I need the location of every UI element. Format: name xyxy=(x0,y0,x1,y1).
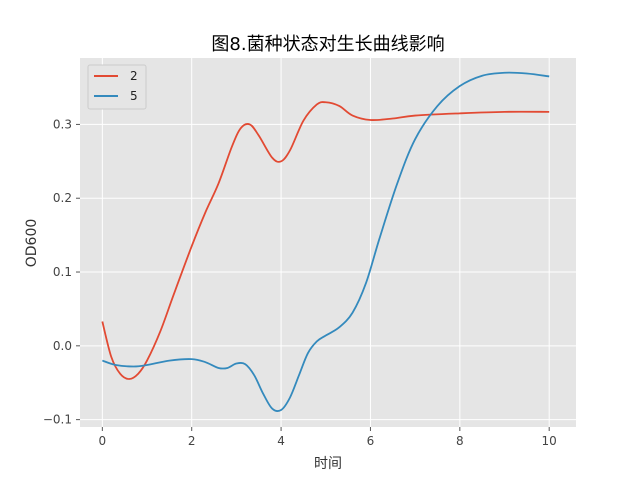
plot-area xyxy=(80,58,576,427)
y-tick-label: 0.3 xyxy=(53,117,72,131)
legend-label-5: 5 xyxy=(130,89,138,103)
x-tick-label: 10 xyxy=(542,434,557,448)
y-axis-label: OD600 xyxy=(24,219,40,268)
x-tick-label: 0 xyxy=(99,434,107,448)
x-tick-label: 2 xyxy=(188,434,196,448)
y-tick-label: 0.2 xyxy=(53,191,72,205)
series-line-5 xyxy=(102,71,550,412)
chart-title: 图8.菌种状态对生长曲线影响 xyxy=(211,34,444,55)
x-tick-label: 6 xyxy=(367,434,375,448)
x-ticks: 0 2 4 6 8 10 xyxy=(99,427,557,448)
y-ticks: −0.1 0.0 0.1 0.2 0.3 xyxy=(43,117,80,427)
x-tick-label: 4 xyxy=(277,434,285,448)
y-tick-label: 0.1 xyxy=(53,265,72,279)
grid xyxy=(80,58,576,427)
series-layer xyxy=(101,71,550,412)
y-tick-label: −0.1 xyxy=(43,413,72,427)
legend-label-2: 2 xyxy=(130,69,138,83)
y-tick-label: 0.0 xyxy=(53,339,72,353)
legend: 2 5 xyxy=(87,64,147,110)
x-axis-label: 时间 xyxy=(314,456,342,472)
x-tick-label: 8 xyxy=(456,434,464,448)
